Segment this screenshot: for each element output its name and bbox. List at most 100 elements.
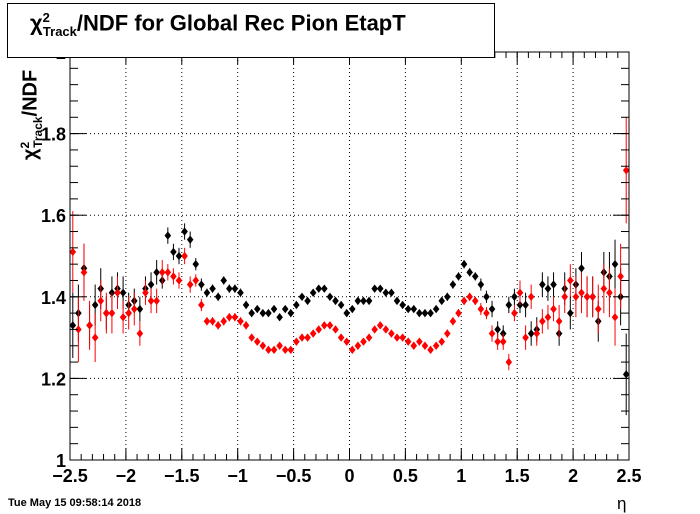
data-point	[539, 317, 546, 326]
data-point	[455, 272, 462, 281]
data-point	[265, 345, 272, 355]
data-point	[466, 292, 473, 301]
data-point	[321, 321, 328, 330]
data-point	[444, 329, 451, 338]
data-point	[209, 284, 216, 293]
data-point	[164, 268, 172, 277]
data-point	[561, 292, 568, 301]
data-point	[505, 300, 513, 310]
data-point	[103, 308, 110, 318]
data-point	[315, 325, 323, 334]
data-point	[354, 296, 362, 306]
data-point	[226, 313, 233, 322]
data-point	[388, 288, 395, 297]
data-point	[494, 325, 501, 334]
x-tick-label: 1	[456, 466, 466, 486]
data-point	[136, 304, 144, 314]
data-point	[326, 292, 334, 301]
data-point	[404, 304, 412, 314]
data-point	[393, 296, 401, 306]
data-point	[365, 296, 373, 306]
title-box: χ2Track/NDF for Global Rec Pion EtapT	[7, 3, 495, 58]
data-point	[91, 300, 99, 310]
chart-title: χ2Track/NDF for Global Rec Pion EtapT	[30, 10, 406, 39]
data-point	[410, 341, 418, 350]
data-point	[494, 337, 501, 346]
data-point	[114, 288, 121, 297]
data-point	[522, 333, 529, 342]
data-point	[226, 284, 233, 293]
data-point	[360, 337, 367, 346]
data-point	[567, 308, 574, 318]
data-point	[214, 292, 222, 301]
grid-lines	[69, 51, 630, 461]
data-point	[153, 296, 160, 306]
data-point	[142, 288, 149, 297]
data-point	[203, 317, 211, 326]
data-point	[270, 345, 278, 355]
data-point	[527, 292, 535, 301]
timestamp: Tue May 15 09:58:14 2018	[8, 497, 142, 509]
data-point	[332, 296, 339, 306]
data-point	[438, 337, 446, 346]
data-point	[488, 304, 496, 314]
data-point	[365, 333, 373, 342]
data-point	[550, 280, 557, 289]
data-series	[69, 117, 630, 416]
data-point	[438, 296, 446, 306]
data-point	[242, 300, 250, 310]
data-point	[343, 308, 350, 318]
data-point	[444, 292, 451, 301]
data-point	[544, 313, 552, 322]
data-point	[583, 292, 591, 301]
data-point	[153, 268, 160, 277]
data-point	[567, 276, 574, 285]
data-point	[293, 300, 300, 310]
data-point	[186, 235, 194, 244]
x-tick-label: 0.5	[393, 466, 418, 486]
data-point	[466, 268, 473, 277]
data-point	[421, 308, 429, 318]
x-tick-label: 0	[344, 466, 354, 486]
data-point	[594, 304, 602, 314]
data-point	[326, 321, 334, 330]
x-tick-label: 2.5	[616, 466, 641, 486]
data-point	[371, 325, 378, 334]
data-point	[382, 288, 390, 297]
data-point	[119, 288, 127, 297]
data-point	[198, 300, 205, 310]
data-point	[91, 333, 99, 342]
data-point	[416, 337, 423, 346]
data-point	[611, 259, 619, 269]
data-point	[192, 276, 200, 285]
data-point	[259, 308, 267, 318]
data-point	[432, 341, 440, 350]
data-point	[220, 317, 228, 326]
data-point	[248, 333, 255, 342]
data-point	[388, 329, 395, 338]
data-point	[343, 337, 350, 346]
data-point	[427, 345, 434, 355]
data-point	[622, 166, 630, 175]
data-point	[471, 272, 479, 281]
data-point	[432, 304, 440, 314]
data-point	[69, 247, 77, 257]
data-point	[499, 337, 507, 346]
x-tick-label: −1	[227, 466, 248, 486]
data-point	[164, 231, 172, 240]
y-tick-labels: 11.21.41.61.82	[41, 43, 66, 471]
data-point	[237, 288, 244, 297]
data-point	[511, 292, 518, 301]
data-point	[119, 313, 127, 322]
data-point	[170, 247, 177, 257]
data-point	[181, 251, 188, 261]
data-point	[253, 304, 261, 314]
data-point	[483, 292, 490, 301]
data-point	[606, 288, 613, 297]
data-point	[242, 321, 250, 330]
data-point	[550, 304, 557, 314]
series-1	[69, 117, 630, 371]
data-point	[181, 227, 188, 236]
data-point	[231, 284, 239, 293]
data-point	[287, 345, 295, 355]
